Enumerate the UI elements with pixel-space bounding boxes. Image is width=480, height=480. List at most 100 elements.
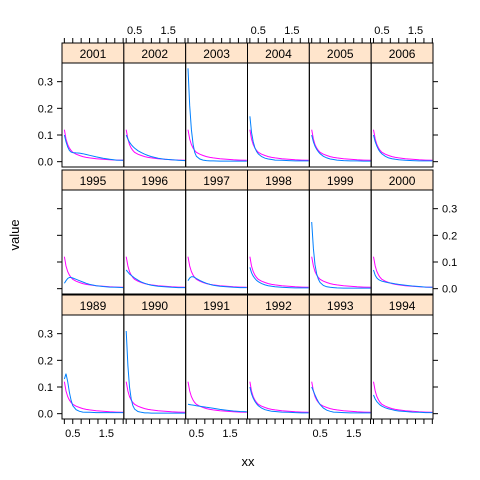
series2-line-2003 — [187, 129, 247, 161]
panel-1989: 1989 0.5 1.5 0.0 0.1 0.2 0.3 — [38, 294, 125, 440]
x-tick-label-top: 1.5 — [161, 25, 176, 37]
series1-line-1996 — [125, 269, 185, 289]
series1-line-1992 — [249, 386, 309, 414]
strip-label-2006: 2006 — [389, 47, 416, 61]
panel-frame-2000 — [370, 189, 434, 295]
series1-line-2001 — [63, 134, 124, 161]
x-tick-label: 0.5 — [312, 428, 327, 440]
x-tick-label-top: 1.5 — [284, 25, 299, 37]
y-tick-label-right: 0.1 — [442, 257, 457, 269]
strip-label-1996: 1996 — [141, 174, 168, 188]
series2-line-1990 — [125, 381, 186, 413]
x-axis-label: xx — [242, 454, 256, 469]
strip-label-1991: 1991 — [203, 299, 230, 313]
series1-line-1994 — [373, 394, 433, 414]
series2-line-1999 — [311, 256, 371, 288]
series2-line-1996 — [125, 256, 186, 288]
series1-line-2002 — [125, 134, 186, 162]
strip-label-2000: 2000 — [389, 174, 416, 188]
strip-label-1998: 1998 — [265, 174, 292, 188]
series2-line-2002 — [125, 129, 186, 161]
strip-label-2003: 2003 — [203, 47, 230, 61]
y-tick-label: 0.3 — [38, 77, 53, 89]
series1-line-2005 — [311, 134, 371, 162]
strip-label-1995: 1995 — [80, 174, 107, 188]
panel-frame-2006 — [370, 62, 434, 168]
strip-label-1999: 1999 — [327, 174, 354, 188]
series1-line-2004 — [249, 116, 309, 162]
series2-line-2006 — [373, 129, 433, 161]
panel-2005: 2005 — [308, 38, 372, 168]
series1-line-1998 — [249, 267, 309, 289]
strip-label-2002: 2002 — [141, 47, 168, 61]
y-tick-label: 0.2 — [38, 103, 53, 115]
strip-label-1990: 1990 — [141, 299, 168, 313]
x-tick-label: 1.5 — [346, 428, 361, 440]
y-tick-label: 0.1 — [38, 130, 53, 142]
panel-2001: 2001 0.0 0.1 0.2 0.3 — [38, 38, 125, 169]
strip-label-2004: 2004 — [265, 47, 292, 61]
panel-1995: 1995 — [57, 169, 125, 295]
series1-line-2006 — [373, 134, 433, 162]
series1-line-1999 — [311, 221, 371, 289]
series1-line-1995 — [63, 277, 124, 289]
strip-label-1994: 1994 — [389, 299, 416, 313]
series2-line-1991 — [187, 381, 247, 413]
y-tick-label: 0.3 — [38, 329, 53, 341]
series2-line-2005 — [311, 129, 371, 161]
panel-2002: 2002 0.5 1.5 — [123, 25, 187, 168]
series2-line-1994 — [373, 381, 433, 413]
x-tick-label: 1.5 — [99, 428, 114, 440]
strip-label-2005: 2005 — [327, 47, 354, 61]
series1-line-1990 — [125, 330, 185, 414]
strip-label-1997: 1997 — [203, 174, 230, 188]
series2-line-2004 — [249, 129, 309, 161]
y-tick-label: 0.0 — [38, 409, 53, 421]
y-axis-label: value — [7, 219, 22, 250]
series2-line-1997 — [187, 256, 247, 288]
panel-1992: 1992 — [247, 294, 310, 424]
panel-2000: 2000 0.0 0.1 0.2 0.3 — [370, 169, 457, 296]
panel-1996: 1996 — [123, 169, 187, 295]
panel-2003: 2003 — [185, 38, 249, 168]
x-tick-label: 0.5 — [189, 428, 204, 440]
strip-label-1992: 1992 — [265, 299, 292, 313]
series2-line-1998 — [249, 256, 309, 288]
y-tick-label-right: 0.0 — [442, 284, 457, 296]
x-tick-label-top: 0.5 — [251, 25, 266, 37]
panel-frame-1994 — [370, 314, 434, 420]
panel-1994: 1994 — [370, 294, 438, 424]
series2-line-2001 — [63, 129, 124, 161]
series2-line-1995 — [63, 256, 124, 288]
series1-line-1989 — [63, 373, 124, 414]
panel-1990: 1990 — [123, 294, 187, 424]
y-tick-label: 0.2 — [38, 355, 53, 367]
series2-line-1992 — [249, 381, 309, 413]
series2-line-1993 — [311, 381, 371, 413]
panel-1998: 1998 — [247, 169, 310, 295]
panel-1993: 1993 0.5 1.5 — [308, 294, 372, 440]
y-tick-label: 0.1 — [38, 382, 53, 394]
series1-line-1997 — [187, 276, 247, 289]
series1-line-1991 — [187, 403, 247, 413]
series2-line-2000 — [373, 256, 433, 288]
y-tick-label-right: 0.2 — [442, 230, 457, 242]
x-tick-label: 1.5 — [222, 428, 237, 440]
x-tick-label: 0.5 — [65, 428, 80, 440]
y-tick-label: 0.0 — [38, 157, 53, 169]
series1-line-2000 — [373, 269, 433, 288]
strip-label-2001: 2001 — [80, 47, 107, 61]
series2-line-1989 — [63, 381, 124, 413]
y-tick-label-right: 0.3 — [442, 204, 457, 216]
strip-label-1989: 1989 — [80, 299, 107, 313]
series1-line-1993 — [311, 386, 371, 414]
series1-line-2003 — [187, 68, 247, 162]
panel-2004: 2004 0.5 1.5 — [247, 25, 310, 168]
panel-1999: 1999 — [308, 169, 372, 295]
strip-label-1993: 1993 — [327, 299, 354, 313]
panel-1991: 1991 0.5 1.5 — [185, 294, 249, 440]
x-tick-label-top: 0.5 — [127, 25, 142, 37]
x-tick-label-top: 1.5 — [408, 25, 423, 37]
